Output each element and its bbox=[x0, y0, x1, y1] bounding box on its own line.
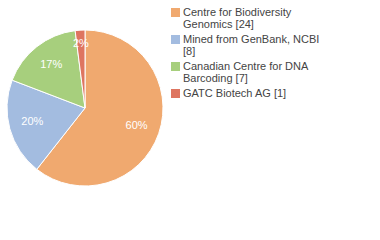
legend-swatch bbox=[171, 89, 180, 98]
data-label: 17% bbox=[40, 58, 62, 70]
legend-label: Mined from GenBank, NCBI [8] bbox=[183, 33, 319, 57]
legend-swatch bbox=[171, 62, 180, 71]
data-label: 20% bbox=[21, 115, 43, 127]
legend-item: Canadian Centre for DNA Barcoding [7] bbox=[171, 60, 333, 84]
legend-item: Centre for Biodiversity Genomics [24] bbox=[171, 6, 333, 30]
data-label: 60% bbox=[126, 119, 148, 131]
slices bbox=[7, 30, 163, 186]
legend: Centre for Biodiversity Genomics [24] Min… bbox=[171, 6, 351, 102]
data-label: 2% bbox=[73, 37, 89, 49]
legend-swatch bbox=[171, 35, 180, 44]
legend-swatch bbox=[171, 8, 180, 17]
legend-label: GATC Biotech AG [1] bbox=[183, 87, 286, 99]
legend-item: Mined from GenBank, NCBI [8] bbox=[171, 33, 333, 57]
data-labels: 60% 20% 17% 2% bbox=[21, 37, 147, 131]
legend-label: Canadian Centre for DNA Barcoding [7] bbox=[183, 60, 308, 84]
legend-label: Centre for Biodiversity Genomics [24] bbox=[183, 6, 291, 30]
legend-item: GATC Biotech AG [1] bbox=[171, 87, 333, 99]
